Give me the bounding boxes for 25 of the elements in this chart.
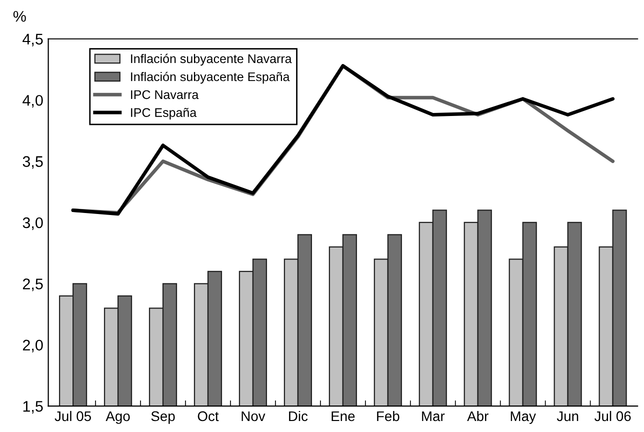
y-tick-label: 2,0: [22, 340, 43, 352]
legend-label: Inflación subyacente Navarra: [131, 54, 292, 66]
x-tick-label: Jul 06: [594, 410, 631, 422]
x-tick-label: Sep: [151, 411, 175, 424]
x-tick-label: Mar: [422, 411, 445, 422]
y-tick-label: 1,5: [23, 401, 43, 414]
x-tick-label: Ago: [106, 411, 130, 424]
x-tick-label: Dic: [289, 410, 308, 422]
x-tick-label: Jul 05: [54, 410, 91, 422]
x-tick-label: Abr: [467, 410, 488, 422]
y-tick-label: 3,5: [22, 156, 43, 169]
x-tick-label: Feb: [377, 410, 400, 422]
y-axis-title: %: [13, 11, 26, 22]
legend-label: IPC España: [131, 108, 197, 120]
y-tick-label: 4,0: [22, 94, 43, 108]
x-tick-label: Oct: [198, 411, 219, 422]
legend-label: Inflación subyacente España: [131, 72, 290, 84]
x-tick-label: Nov: [242, 411, 266, 422]
legend-label: IPC Navarra: [131, 90, 199, 100]
y-tick-label: 4,5: [22, 34, 43, 46]
x-tick-label: Ene: [332, 411, 355, 422]
y-tick-label: 3,0: [22, 217, 43, 230]
x-tick-label: Jun: [556, 411, 578, 422]
x-tick-label: May: [510, 411, 536, 424]
y-tick-label: 2,5: [22, 278, 43, 292]
